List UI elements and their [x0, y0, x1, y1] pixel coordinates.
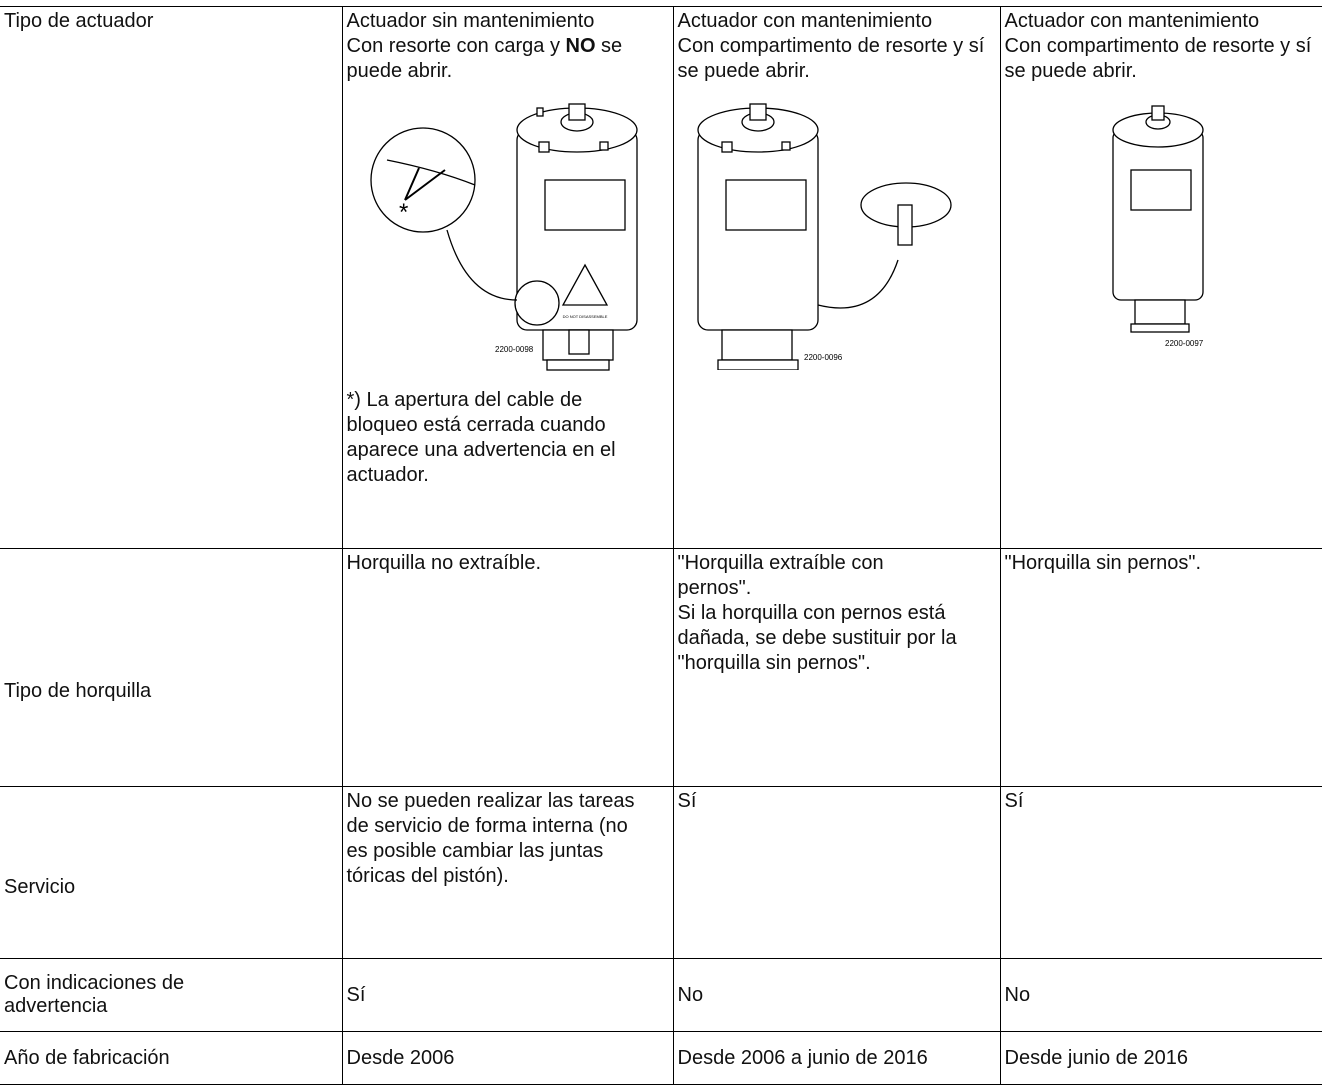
cell: Actuador sin mantenimiento Con resorte c… [342, 7, 673, 549]
cell: Desde 2006 a junio de 2016 [673, 1032, 1000, 1085]
row: Servicio No se pueden realizar las tarea… [0, 787, 1322, 959]
cell-text: Con resorte con carga y NO se puede abri… [347, 34, 647, 84]
cell-title: Actuador con mantenimiento [1005, 9, 1322, 34]
text-bold: NO [566, 35, 596, 57]
body: Tipo de actuador Actuador sin mantenimie… [0, 0, 1322, 1007]
illustration: 2200-0097 [1005, 90, 1315, 370]
row: Con indicaciones de advertencia Sí No No [0, 959, 1322, 1032]
cell: Desde junio de 2016 [1000, 1032, 1322, 1085]
cell-text: Sí [678, 789, 996, 814]
cell-text: Sí [1005, 789, 1322, 814]
figure-code: 2200-0098 [495, 345, 534, 354]
cell-text: No se pueden realizar las tareas de serv… [347, 789, 647, 889]
cell-text: Con compartimento de resorte y sí se pue… [678, 34, 988, 84]
row-label: Tipo de actuador [0, 7, 342, 549]
cell: No se pueden realizar las tareas de serv… [342, 787, 673, 959]
cell: Sí [342, 959, 673, 1032]
row-label: Tipo de horquilla [0, 549, 342, 787]
cell-title: Actuador con mantenimiento [678, 9, 996, 34]
cell: "Horquilla sin pernos". [1000, 549, 1322, 787]
label-text: Con indicaciones de advertencia [4, 972, 264, 1018]
illustration: * DO NOT DISASSEMBLE 2200-0098 [347, 90, 667, 380]
text: Con resorte con carga y [347, 35, 566, 57]
figure-code: 2200-0096 [804, 353, 843, 362]
cell: "Horquilla extraíble con pernos".Si la h… [673, 549, 1000, 787]
row: Año de fabricación Desde 2006 Desde 2006… [0, 1032, 1322, 1085]
cell-text: "Horquilla extraíble con pernos". [678, 551, 928, 601]
figure-code: 2200-0097 [1165, 339, 1204, 348]
row-label: Servicio [0, 787, 342, 959]
comparison-table: Tipo de actuador Actuador sin mantenimie… [0, 6, 1322, 1085]
warning-label: DO NOT DISASSEMBLE [562, 314, 607, 319]
illustration: 2200-0096 [678, 90, 988, 370]
cell: Actuador con mantenimiento Con compartim… [1000, 7, 1322, 549]
cell-text: Si la horquilla con pernos está dañada, … [678, 601, 988, 676]
page: Tipos de actuador {"table":{"rows":[ {"l… [0, 0, 1322, 1007]
cell-text: Con compartimento de resorte y sí se pue… [1005, 34, 1322, 84]
row-label: Con indicaciones de advertencia [0, 959, 342, 1032]
cell: Sí [1000, 787, 1322, 959]
cell: Horquilla no extraíble. [342, 549, 673, 787]
cell: Sí [673, 787, 1000, 959]
cell: Actuador con mantenimiento Con compartim… [673, 7, 1000, 549]
row: Tipo de actuador Actuador sin mantenimie… [0, 7, 1322, 549]
cell: No [673, 959, 1000, 1032]
row-label: Año de fabricación [0, 1032, 342, 1085]
cell-text: "Horquilla sin pernos". [1005, 551, 1322, 576]
cell: Desde 2006 [342, 1032, 673, 1085]
cell-title: Actuador sin mantenimiento [347, 9, 669, 34]
row: Tipo de horquilla Horquilla no extraíble… [0, 549, 1322, 787]
cell-note: *) La apertura del cable de bloqueo está… [347, 388, 647, 488]
asterisk: * [399, 199, 408, 226]
cell: No [1000, 959, 1322, 1032]
cell-text: Horquilla no extraíble. [347, 551, 647, 576]
